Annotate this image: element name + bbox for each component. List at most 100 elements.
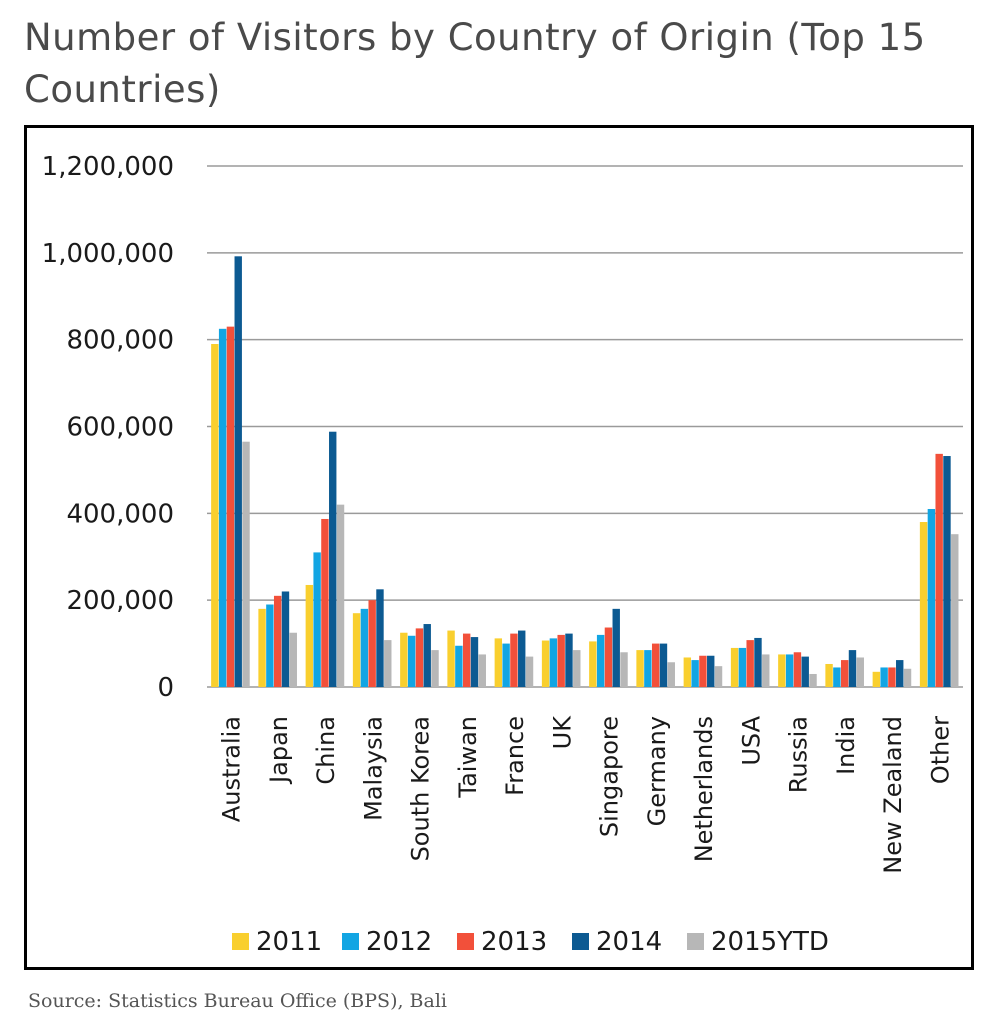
bar: [478, 654, 486, 687]
bar: [754, 637, 762, 687]
x-tick-label: Netherlands: [690, 716, 718, 862]
legend: 2011 2012 2013 2014 2015YTD: [232, 927, 829, 957]
y-tick-label: 400,000: [66, 499, 174, 529]
x-tick-label: New Zealand: [879, 716, 907, 874]
bar: [738, 647, 747, 687]
bar: [352, 613, 361, 687]
bar: [565, 633, 573, 687]
bar: [636, 650, 644, 687]
x-tick-label: Russia: [785, 716, 813, 793]
legend-label: 2012: [366, 927, 432, 957]
bar: [242, 441, 250, 687]
bar: [667, 662, 675, 687]
bar: [384, 640, 392, 687]
bar: [321, 518, 329, 687]
bar: [313, 552, 321, 687]
x-tick-label: Other: [926, 716, 954, 784]
x-tick-label: Australia: [218, 716, 246, 822]
y-axis-ticks: 1,200,000 1,000,000 800,000 600,000 400,000 2…: [42, 152, 174, 703]
bar: [935, 453, 943, 687]
bar: [557, 634, 565, 687]
bar: [919, 522, 928, 687]
bar: [258, 608, 266, 687]
bar: [525, 656, 534, 687]
y-tick-label: 1,200,000: [42, 152, 174, 182]
bar: [691, 660, 699, 687]
bar: [510, 633, 518, 687]
bar: [951, 534, 959, 687]
x-axis-labels: Australia Japan China Malaysia South Korea Ta…: [218, 715, 955, 874]
legend-swatch: [457, 933, 474, 950]
bar: [470, 637, 479, 687]
bar: [604, 627, 613, 687]
bar: [644, 650, 652, 687]
x-tick-label: South Korea: [407, 716, 435, 861]
chart-title: Number of Visitors by Country of Origin …: [24, 16, 926, 111]
x-tick-label: France: [501, 716, 529, 796]
bar: [305, 584, 314, 687]
bar: [502, 643, 510, 687]
y-tick-label: 0: [157, 673, 174, 703]
legend-label: 2011: [256, 927, 322, 957]
legend-label: 2014: [596, 927, 662, 957]
legend-swatch: [572, 933, 589, 950]
bar: [683, 657, 692, 687]
bar: [407, 635, 416, 687]
bar: [273, 595, 282, 687]
x-tick-label: USA: [737, 715, 765, 765]
bar: [872, 671, 881, 687]
bar: [707, 655, 715, 687]
legend-swatch: [687, 933, 704, 950]
bar: [825, 663, 833, 687]
bar: [400, 632, 408, 687]
bar: [778, 654, 786, 687]
bar: [455, 645, 463, 687]
y-tick-label: 1,000,000: [42, 239, 174, 269]
bar: [714, 666, 723, 687]
bar: [896, 660, 904, 687]
legend-swatch: [342, 933, 359, 950]
bar: [659, 643, 668, 687]
bar: [329, 431, 337, 687]
bar: [289, 632, 297, 687]
bar: [651, 643, 660, 687]
x-tick-label: Singapore: [596, 716, 624, 837]
bar: [462, 633, 471, 687]
bar: [833, 667, 841, 687]
source-note: Source: Statistics Bureau Office (BPS), …: [28, 990, 448, 1012]
bar-series: [211, 256, 959, 687]
bar: [927, 508, 936, 687]
legend-label: 2013: [481, 927, 547, 957]
bar: [281, 591, 290, 687]
bar: [880, 667, 888, 687]
bar: [730, 647, 739, 687]
bar-chart: 1,200,000 1,000,000 800,000 600,000 400,000 2…: [42, 152, 963, 957]
bar: [809, 673, 817, 687]
bar: [762, 654, 770, 687]
x-tick-label: Germany: [643, 716, 671, 826]
bar: [376, 589, 384, 687]
bar: [447, 630, 455, 687]
x-tick-label: Malaysia: [359, 716, 387, 821]
x-tick-label: UK: [548, 715, 576, 750]
bar: [573, 650, 581, 687]
bar: [943, 456, 951, 687]
y-tick-label: 200,000: [66, 586, 174, 616]
bar: [541, 640, 550, 687]
y-tick-label: 600,000: [66, 413, 174, 443]
bar: [589, 641, 597, 687]
bar: [360, 608, 369, 687]
legend-label: 2015YTD: [711, 927, 829, 957]
bar: [746, 640, 754, 687]
bar: [840, 660, 849, 687]
bar: [549, 638, 558, 687]
bar: [415, 628, 424, 687]
bar: [336, 504, 345, 687]
bar: [888, 667, 896, 687]
bar: [518, 630, 526, 687]
bar: [856, 657, 864, 687]
x-tick-label: China: [312, 716, 340, 785]
x-tick-label: Taiwan: [454, 716, 482, 799]
y-tick-label: 800,000: [66, 326, 174, 356]
bar: [903, 668, 912, 687]
